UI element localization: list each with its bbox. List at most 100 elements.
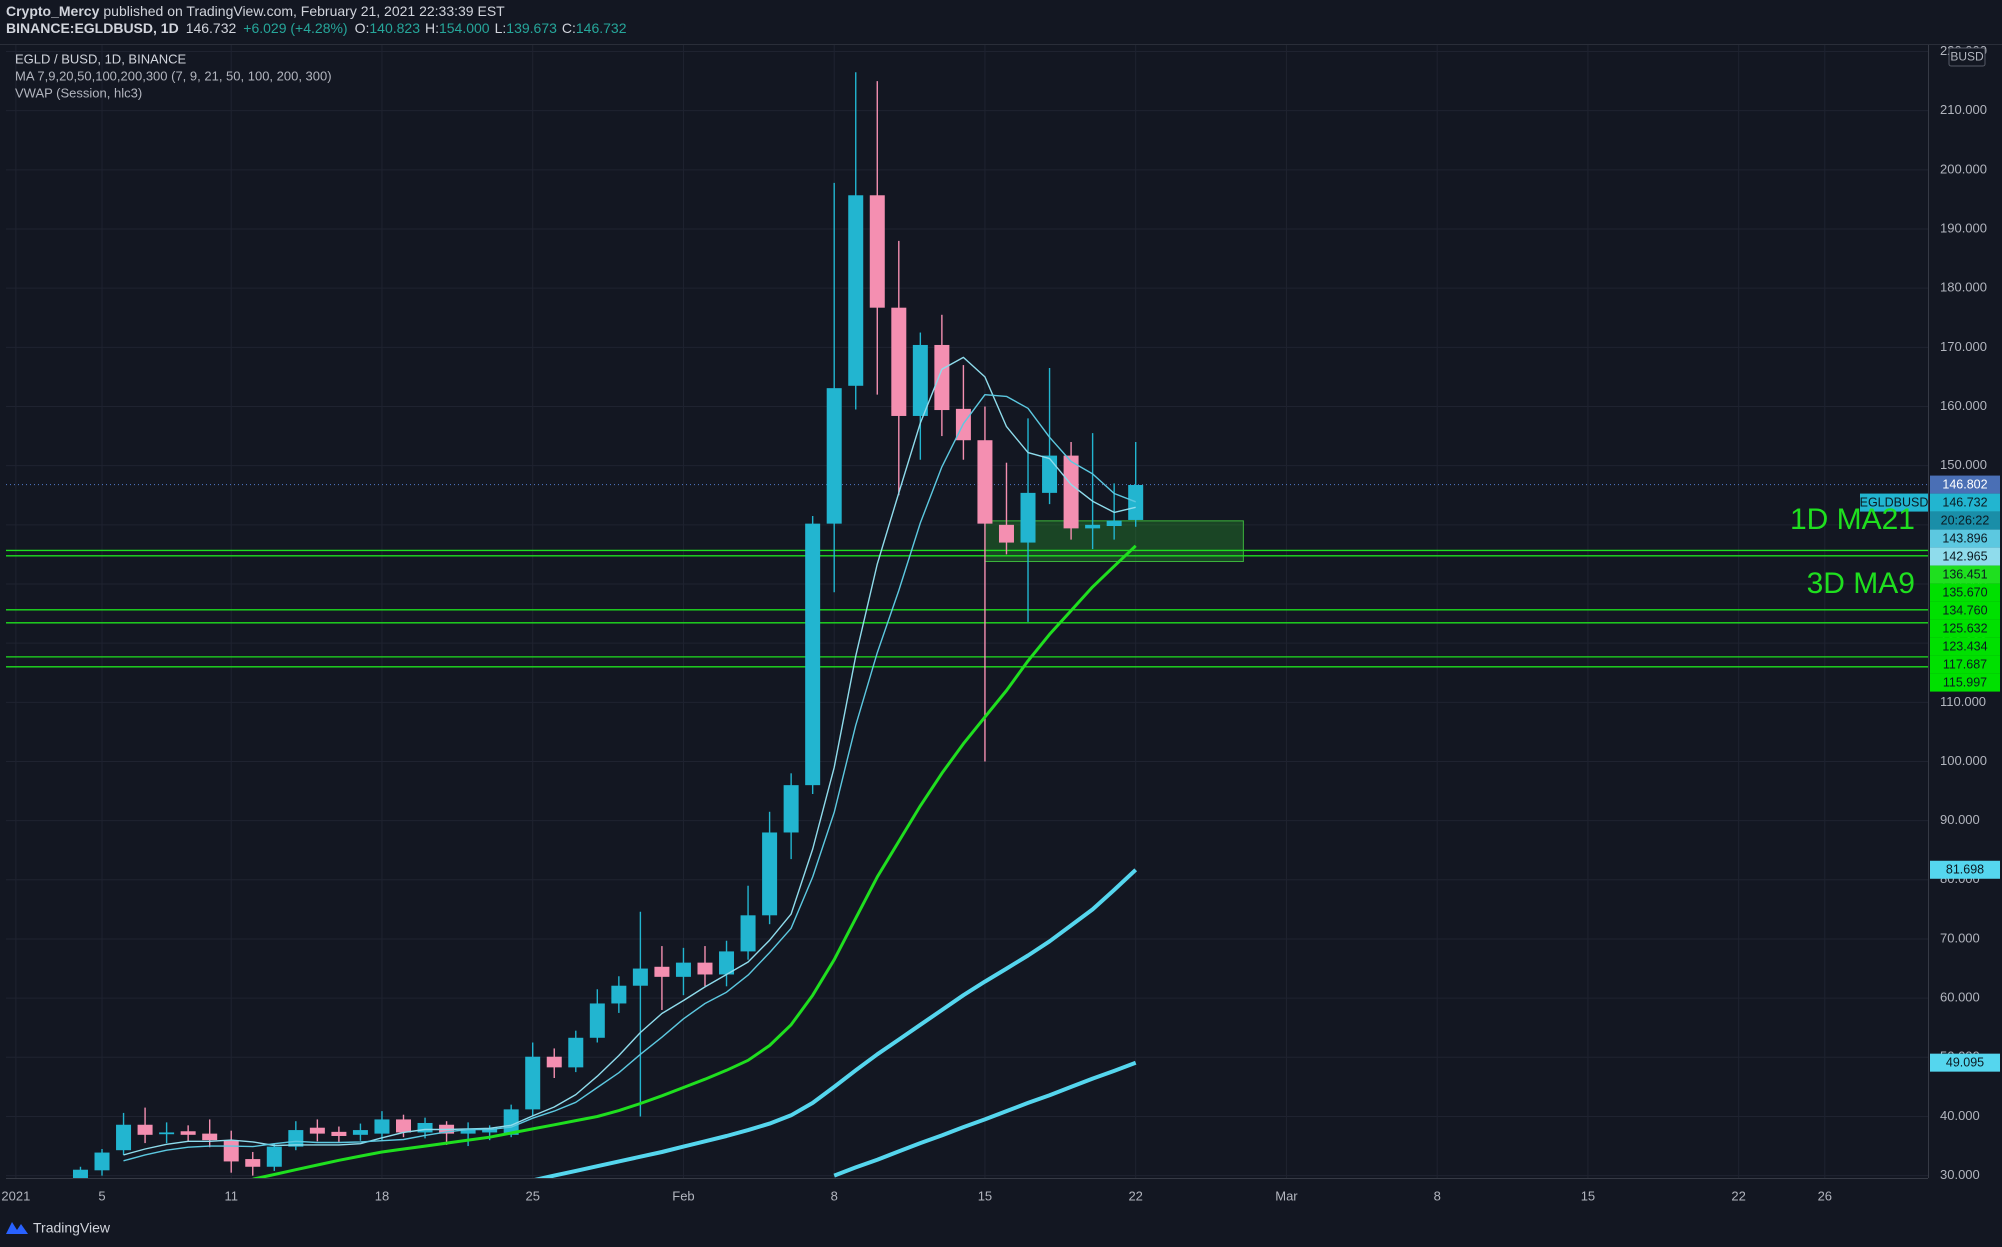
x-tick-label: 26	[1818, 1188, 1832, 1203]
candle-body	[783, 785, 799, 833]
candle-body	[503, 1109, 519, 1135]
candle-body	[611, 985, 627, 1004]
candle-body	[719, 951, 735, 975]
candle-body	[654, 966, 670, 977]
candle-body	[374, 1119, 390, 1134]
price-tag	[1930, 1053, 2000, 1072]
candle-body	[460, 1128, 476, 1134]
currency-box	[1948, 47, 1986, 67]
price-tag-label: 123.434	[1942, 639, 1987, 653]
price-tag-label: 115.997	[1943, 675, 1987, 689]
header-line-1: Crypto_Mercy published on TradingView.com…	[6, 3, 505, 19]
y-tick-label: 190.000	[1940, 220, 1987, 235]
candle-body	[848, 195, 864, 386]
price-tag	[1930, 637, 2000, 656]
annotation: 1D MA21	[1790, 503, 1915, 536]
x-tick-label: Mar	[1275, 1188, 1298, 1203]
x-tick-label: 11	[224, 1188, 238, 1203]
price-tag-label: 135.670	[1942, 585, 1987, 599]
plot-area	[6, 72, 1928, 1178]
candle-body	[288, 1130, 304, 1147]
candle-body	[546, 1056, 562, 1068]
price: 146.732	[186, 20, 237, 36]
symbol-tag	[1860, 493, 1928, 512]
candle-body	[94, 1152, 110, 1171]
x-tick-label: 15	[978, 1188, 992, 1203]
price-tag	[1930, 583, 2000, 602]
y-tick-label: 110.000	[1940, 694, 1986, 709]
price-tag-label: 142.965	[1942, 549, 1987, 563]
price-tag-label: 143.896	[1942, 531, 1987, 545]
x-tick-label: 22	[1128, 1188, 1142, 1203]
price-tag	[1930, 511, 2000, 530]
price-tag-label: 20:26:22	[1941, 513, 1990, 527]
brand-logo	[6, 1222, 28, 1234]
candle-body	[72, 1169, 88, 1178]
candle-body	[137, 1124, 153, 1135]
candle-body	[632, 968, 648, 986]
symbol: BINANCE:EGLDBUSD, 1D	[6, 20, 179, 36]
candle-body	[396, 1119, 412, 1133]
candle-body	[912, 344, 928, 416]
x-tick-label: 8	[831, 1188, 838, 1203]
candle-body	[1128, 484, 1144, 520]
candle-body	[998, 524, 1014, 543]
candle-body	[202, 1133, 218, 1141]
x-tick-label: 15	[1581, 1188, 1595, 1203]
x-tick-label: 22	[1731, 1188, 1745, 1203]
y-tick-label: 60.000	[1940, 990, 1980, 1005]
candle-body	[417, 1122, 433, 1133]
candle-body	[245, 1159, 261, 1167]
y-tick-label: 210.000	[1940, 102, 1987, 117]
ohlc-value: 140.823	[369, 20, 420, 36]
candle-body	[762, 832, 778, 916]
candle-body	[116, 1124, 132, 1151]
price-tag	[1930, 601, 2000, 620]
symbol-tag-label: EGLDBUSD	[1860, 495, 1929, 509]
moving-average	[534, 868, 1138, 1178]
y-tick-label: 180.000	[1940, 280, 1987, 295]
price-tag	[1930, 619, 2000, 638]
candle-body	[525, 1056, 541, 1110]
price-tag	[1930, 493, 2000, 512]
y-tick-label: 30.000	[1940, 1167, 1980, 1182]
y-tick-label: 90.000	[1940, 812, 1980, 827]
candle-body	[309, 1127, 325, 1134]
candle-body	[223, 1140, 239, 1162]
candle-body	[934, 344, 950, 411]
moving-average	[123, 394, 1136, 1162]
candle-body	[1085, 524, 1101, 529]
y-tick-label: 160.000	[1940, 398, 1987, 413]
candle-body	[1063, 455, 1079, 529]
brand: TradingView	[33, 1220, 111, 1236]
ohlc-value: 154.000	[439, 20, 490, 36]
x-tick-label: Feb	[672, 1188, 694, 1203]
published: published on TradingView.com, February 2…	[103, 3, 505, 19]
moving-average	[833, 1060, 1137, 1178]
candle-body	[740, 915, 756, 952]
price-tag	[1930, 475, 2000, 494]
price-tag	[1930, 860, 2000, 879]
indicator-legend: VWAP (Session, hlc3)	[15, 85, 142, 100]
candle-body	[675, 962, 691, 977]
candle-body	[352, 1130, 368, 1135]
ohlc-value: 139.673	[506, 20, 557, 36]
candle-body	[805, 523, 821, 786]
y-tick-label: 200.000	[1940, 161, 1987, 176]
grid	[6, 45, 1928, 1178]
x-tick-label: 2021	[1, 1188, 30, 1203]
indicator-legend: MA 7,9,20,50,100,200,300 (7, 9, 21, 50, …	[15, 68, 332, 83]
candle-body	[482, 1128, 498, 1133]
candle-body	[826, 388, 842, 524]
price-tags: 146.802 146.732 EGLDBUSD 20:26:22 143.896 142…	[1860, 475, 2000, 1072]
y-tick-label: 40.000	[1940, 1108, 1980, 1123]
header-line-2: BINANCE:EGLDBUSD, 1D 146.732 +6.029 (+4.28…	[6, 20, 627, 36]
price-tag-label: 134.760	[1942, 603, 1987, 617]
price-tag-label: 136.451	[1942, 567, 1987, 581]
price-tag	[1930, 565, 2000, 584]
x-tick-label: 8	[1434, 1188, 1441, 1203]
currency: BUSD	[1950, 50, 1984, 64]
price-tag-label: 146.732	[1942, 495, 1987, 509]
ohlc-label: L:	[495, 20, 507, 36]
candle-body	[697, 962, 713, 975]
